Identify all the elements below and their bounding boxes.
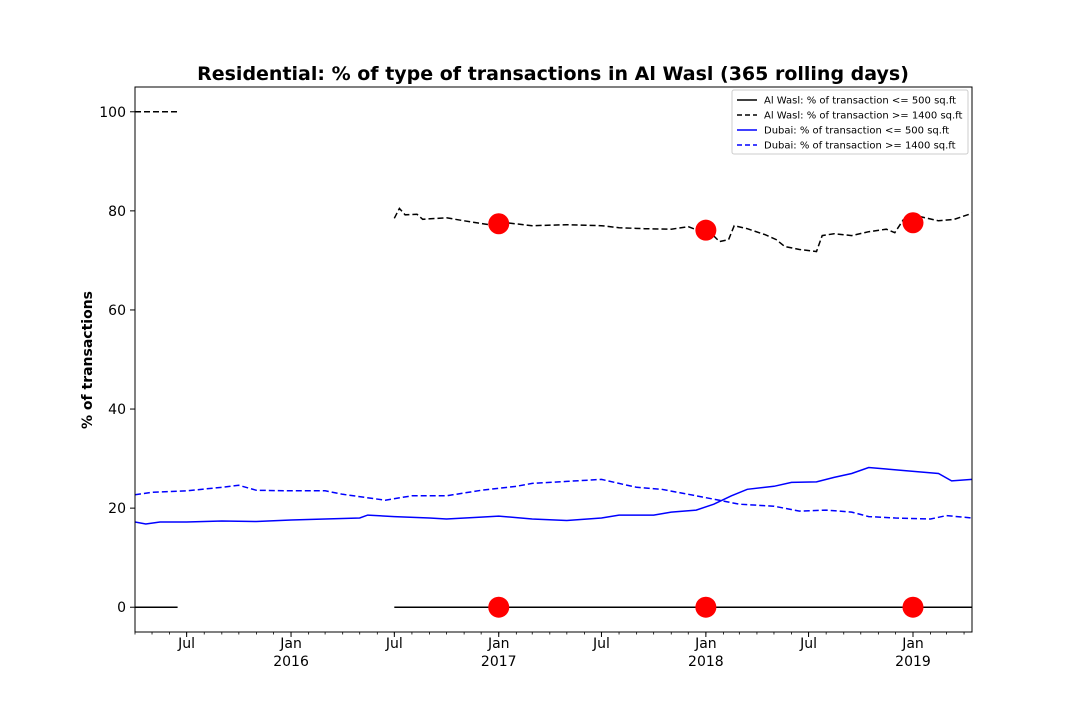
marker-layer	[488, 212, 924, 618]
x-tick-label: Jul	[385, 636, 403, 652]
legend: Al Wasl: % of transaction <= 500 sq.ft Al…	[731, 89, 969, 155]
series-line-3-segment-1	[135, 466, 972, 525]
y-axis: 0 20 40 60 80 100	[99, 105, 135, 616]
red-marker-3	[902, 212, 924, 234]
legend-box	[731, 89, 969, 155]
series-line-4-segment-1	[135, 478, 972, 520]
legend-label: Al Wasl: % of transaction >= 1400 sq.ft	[764, 111, 963, 122]
x-tick-label: Jan	[487, 636, 510, 652]
x-tick-year-label: 2019	[895, 654, 931, 670]
y-axis-label: % of transactions	[80, 291, 96, 429]
plot-frame	[134, 86, 973, 633]
x-tick-year-label: 2017	[481, 654, 517, 670]
legend-label: Dubai: % of transaction >= 1400 sq.ft	[764, 141, 956, 152]
x-tick-label: Jul	[799, 636, 817, 652]
x-tick-label: Jan	[279, 636, 302, 652]
series-line-2-segment-2	[393, 207, 972, 253]
red-marker-4	[488, 596, 510, 618]
red-marker-5	[695, 596, 717, 618]
red-marker-1	[488, 213, 510, 235]
y-tick-label: 60	[108, 303, 126, 319]
y-tick-label: 0	[117, 600, 126, 616]
x-tick-year-label: 2016	[273, 654, 309, 670]
y-tick-label: 40	[108, 402, 126, 418]
legend-label: Dubai: % of transaction <= 500 sq.ft	[764, 126, 949, 137]
y-tick-label: 80	[108, 204, 126, 220]
x-axis: Jul Jan 2016 Jul Jan 2017 Jul Jan 2018 Jul Jan 2019	[134, 632, 965, 670]
chart-title: Residential: % of type of transactions i…	[197, 63, 909, 85]
legend-label: Al Wasl: % of transaction <= 500 sq.ft	[764, 96, 956, 107]
y-tick-label: 100	[99, 105, 126, 121]
x-tick-label: Jan	[694, 636, 717, 652]
series-layer	[135, 111, 972, 608]
x-tick-label: Jan	[901, 636, 924, 652]
red-marker-2	[695, 219, 717, 241]
y-tick-label: 20	[108, 501, 126, 517]
x-tick-year-label: 2018	[688, 654, 724, 670]
x-tick-label: Jul	[592, 636, 610, 652]
x-tick-label: Jul	[177, 636, 195, 652]
red-marker-6	[902, 596, 924, 618]
